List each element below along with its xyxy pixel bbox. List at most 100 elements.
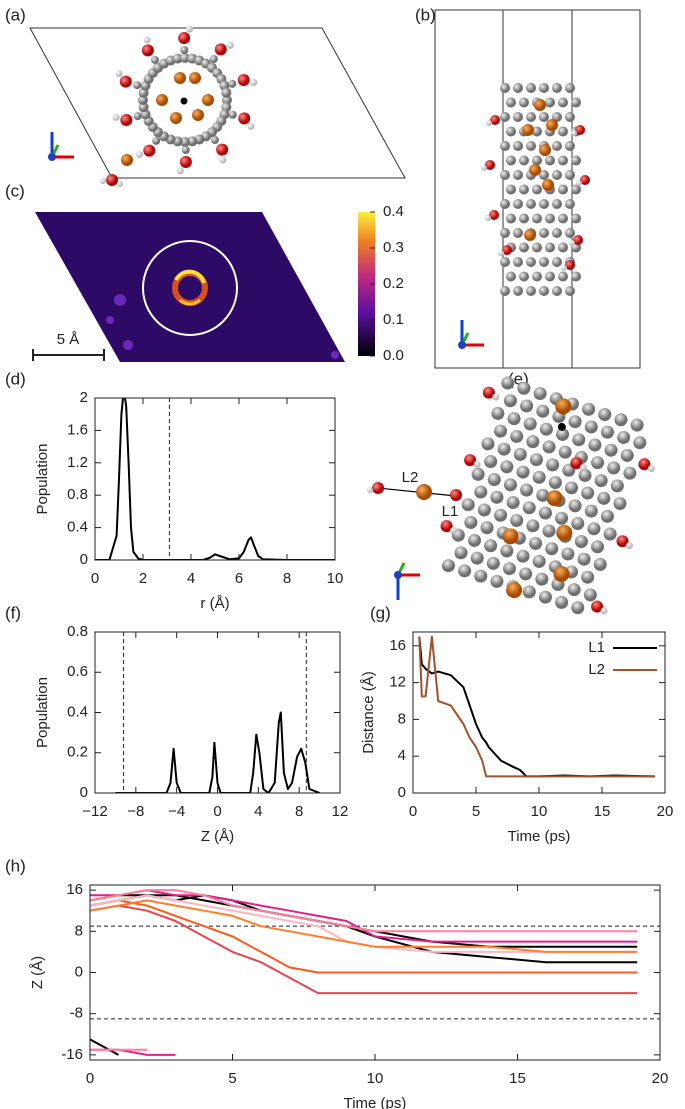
atom	[506, 184, 516, 195]
atom	[552, 83, 562, 93]
atom	[506, 582, 523, 599]
data-line	[90, 894, 638, 948]
atom	[647, 465, 655, 473]
atom	[552, 286, 562, 296]
atom	[440, 520, 453, 533]
data-line	[90, 904, 638, 995]
panel-label: (c)	[5, 181, 25, 200]
atom	[571, 517, 585, 531]
atom	[152, 136, 161, 145]
atom	[100, 178, 106, 184]
atom	[491, 406, 505, 420]
atom	[576, 180, 582, 186]
cell-outline	[434, 9, 641, 369]
atom	[552, 199, 562, 209]
annotation: L1	[442, 503, 459, 520]
heatmap-spot	[123, 340, 133, 350]
atom	[143, 36, 151, 44]
x-axis-title: Time (ps)	[508, 828, 571, 845]
atom	[473, 461, 481, 469]
atom	[569, 240, 575, 246]
hydrogen-atom	[557, 422, 566, 431]
atom	[604, 443, 618, 457]
atom	[558, 97, 568, 108]
x-tick-label: 4	[187, 570, 195, 587]
x-tick-label: 0	[409, 803, 417, 820]
atom	[546, 119, 558, 131]
atom	[138, 102, 149, 113]
axis-origin	[458, 341, 466, 349]
atom	[570, 457, 583, 470]
data-line	[90, 899, 638, 953]
atom	[542, 440, 556, 454]
data-line	[90, 889, 638, 933]
atom	[500, 170, 510, 180]
cell-outline	[29, 27, 406, 179]
atom	[552, 228, 562, 238]
panel-label: (f)	[5, 603, 21, 622]
atom	[219, 156, 227, 164]
atom	[591, 600, 604, 613]
atom	[187, 136, 198, 147]
atom	[529, 536, 543, 550]
atom	[481, 165, 487, 171]
atom	[519, 242, 529, 253]
atom	[558, 271, 568, 282]
atom	[209, 55, 218, 64]
atom	[237, 74, 250, 87]
atom	[593, 557, 607, 571]
atom	[572, 433, 586, 447]
atom	[180, 46, 189, 55]
y-tick-label: -8	[70, 1005, 83, 1022]
atom	[532, 554, 546, 568]
atom	[534, 99, 546, 111]
atom	[552, 170, 562, 180]
atom	[526, 199, 536, 209]
y-tick-label: 0.6	[67, 663, 88, 680]
atom	[464, 454, 477, 467]
atom	[571, 184, 581, 195]
atom	[533, 387, 547, 401]
atom	[529, 164, 541, 176]
atom	[503, 478, 517, 492]
y-tick-label: 0.4	[67, 519, 88, 536]
x-tick-label: 8	[283, 570, 291, 587]
y-tick-label: 1.6	[67, 421, 88, 438]
atom	[607, 461, 621, 475]
atom	[170, 112, 182, 124]
y-tick-label: 16	[389, 637, 406, 654]
atom	[522, 501, 536, 515]
atom	[210, 136, 219, 145]
x-tick-label: −8	[127, 803, 144, 820]
atom	[136, 151, 144, 159]
x-tick-label: 5	[228, 1070, 236, 1087]
atom	[545, 155, 555, 166]
atom	[626, 542, 634, 550]
atom	[545, 242, 555, 253]
atom	[539, 286, 549, 296]
atom	[494, 424, 508, 438]
atom	[545, 271, 555, 282]
data-line	[90, 899, 638, 974]
y-tick-label: 0	[75, 963, 83, 980]
atom	[214, 43, 227, 56]
atom	[526, 257, 536, 267]
atom	[578, 468, 592, 482]
atom	[186, 25, 194, 33]
atom	[485, 160, 495, 170]
atom	[591, 456, 605, 470]
atom	[523, 417, 537, 431]
atom	[481, 437, 495, 451]
data-line	[95, 398, 335, 560]
atom	[461, 498, 475, 512]
atom	[226, 41, 234, 49]
atom	[513, 199, 523, 209]
atom	[598, 408, 612, 422]
atom	[181, 145, 190, 154]
atom	[532, 242, 542, 253]
atom	[520, 399, 534, 413]
panel-label: (a)	[5, 5, 26, 24]
x-tick-label: −12	[82, 803, 107, 820]
atom	[174, 72, 186, 84]
